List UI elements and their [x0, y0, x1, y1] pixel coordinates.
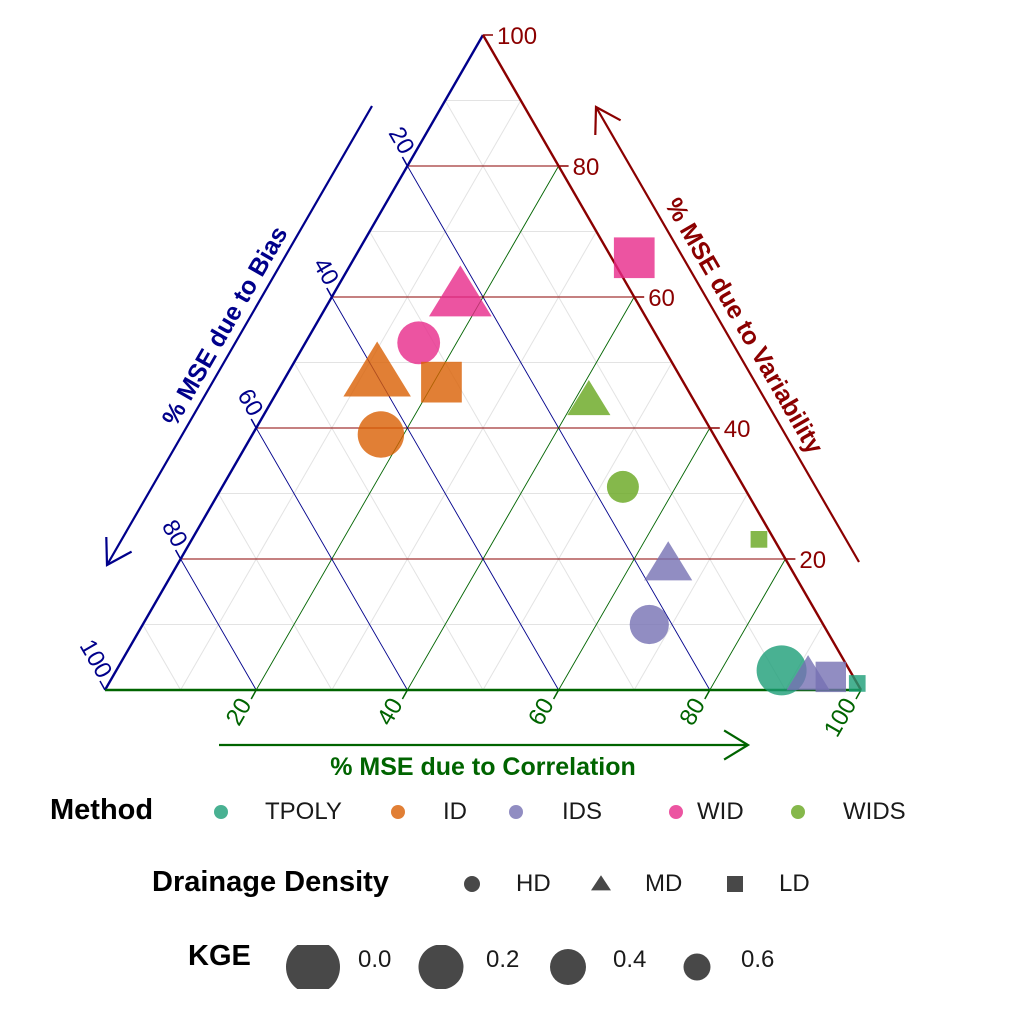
method-key-tpoly: [214, 805, 228, 819]
density-legend: Drainage Density HD MD LD: [0, 864, 1015, 904]
density-label-ld: LD: [779, 870, 810, 897]
method-legend-title: Method: [50, 794, 154, 826]
kge-label-1: 0.2: [486, 946, 520, 973]
density-key-md: [591, 875, 611, 891]
kge-key-0: [286, 945, 340, 989]
data-point-ids-md: [644, 541, 693, 581]
major-grid-correlation: [407, 296, 635, 691]
variability-tick-label: 80: [573, 154, 600, 181]
correlation-tick: [401, 689, 409, 700]
method-legend: Method TPOLY ID IDS WID WIDS: [0, 792, 1015, 832]
data-point-id-hd: [357, 411, 405, 458]
variability-tick-label: 60: [648, 285, 675, 312]
bias-tick: [326, 287, 333, 298]
minor-grid-bias: [142, 624, 182, 691]
variability-axis-arrow-head: [594, 105, 622, 136]
minor-grid-correlation: [482, 362, 673, 691]
data-point-ids-hd: [629, 604, 669, 645]
data-point-id-ld: [421, 361, 462, 403]
data-point-wid-hd: [397, 321, 441, 365]
density-key-hd: [464, 876, 480, 892]
correlation-tick-label: 100: [819, 694, 862, 742]
method-key-id-shape: [391, 805, 405, 819]
density-label-hd: HD: [516, 870, 551, 897]
major-grid-bias: [255, 427, 408, 691]
density-key-ld: [727, 876, 743, 892]
method-label-tpoly: TPOLY: [265, 798, 342, 825]
major-grid-correlation: [709, 558, 786, 691]
data-point-tpoly-ld: [848, 675, 866, 692]
method-label-wids: WIDS: [843, 798, 906, 825]
correlation-tick: [704, 689, 711, 700]
data-point-wid-ld: [613, 237, 655, 279]
major-grid-bias: [180, 558, 257, 691]
kge-label-3: 0.6: [741, 946, 775, 973]
variability-tick-label: 20: [799, 547, 826, 574]
variability-axis-arrow: [595, 106, 860, 563]
method-key-tpoly-shape: [214, 805, 228, 819]
kge-key-3: [683, 953, 711, 981]
bias-tick: [174, 549, 182, 560]
density-key-hd-shape: [464, 876, 480, 892]
kge-key-3-shape: [683, 953, 711, 981]
bias-axis-arrow-head: [105, 536, 133, 567]
method-key-wid: [669, 805, 683, 819]
minor-grid-bias: [217, 493, 333, 691]
data-point-wids-hd: [606, 470, 639, 503]
major-grid-correlation: [558, 427, 711, 691]
density-legend-title: Drainage Density: [152, 866, 389, 898]
minor-grid-correlation: [633, 493, 749, 691]
density-key-md-shape: [591, 875, 611, 891]
data-point-wid-md: [429, 265, 492, 317]
variability-tick-label: 40: [724, 416, 751, 443]
method-key-ids-shape: [509, 805, 523, 819]
correlation-axis-title: % MSE due to Correlation: [330, 753, 636, 781]
minor-grid-bias: [369, 231, 635, 691]
density-label-md: MD: [645, 870, 683, 897]
minor-grid-bias: [293, 362, 484, 691]
method-label-ids: IDS: [562, 798, 603, 825]
correlation-tick: [552, 689, 560, 700]
bias-tick-label: 100: [74, 635, 117, 683]
correlation-tick: [250, 689, 257, 700]
kge-legend-title: KGE: [188, 940, 251, 972]
density-key-ld-shape: [727, 876, 743, 892]
method-key-ids: [509, 805, 523, 819]
variability-tick-label: 100: [497, 23, 537, 50]
kge-key-1: [418, 945, 464, 989]
method-key-wids: [791, 805, 805, 819]
kge-key-2: [550, 949, 586, 985]
kge-legend: KGE 0.0 0.2 0.4 0.6: [0, 936, 1015, 989]
bias-tick: [401, 156, 409, 167]
data-point-wids-md: [567, 379, 611, 416]
kge-label-0: 0.0: [358, 946, 392, 973]
bias-axis-edge: [103, 34, 485, 691]
method-key-wids-shape: [791, 805, 805, 819]
kge-label-2: 0.4: [613, 946, 647, 973]
data-point-id-md: [343, 341, 411, 397]
method-label-id: ID: [443, 798, 467, 825]
method-key-id: [391, 805, 405, 819]
bias-tick: [250, 418, 257, 429]
minor-grid-correlation: [331, 231, 597, 691]
data-point-ids-ld: [815, 661, 846, 693]
variability-axis-edge: [481, 34, 863, 691]
bias-axis-arrow: [106, 105, 373, 566]
kge-key-0-shape: [286, 945, 340, 989]
kge-key-1-shape: [418, 945, 464, 989]
method-key-wid-shape: [669, 805, 683, 819]
kge-key-2-shape: [550, 949, 586, 985]
correlation-axis-arrow-head: [723, 729, 751, 761]
method-label-wid: WID: [697, 798, 744, 825]
data-point-wids-ld: [750, 531, 768, 548]
bias-tick: [99, 680, 106, 691]
minor-grid-bias: [444, 100, 786, 691]
